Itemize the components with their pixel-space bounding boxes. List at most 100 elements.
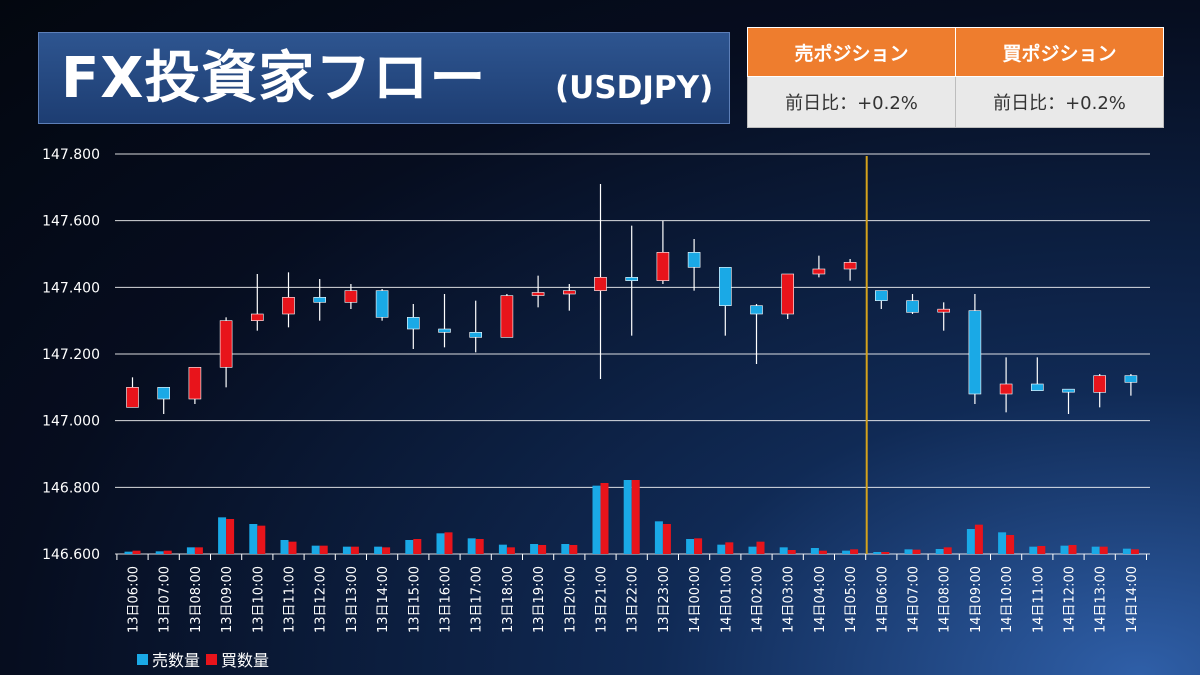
x-tick-label: 13日22:00 bbox=[626, 566, 641, 633]
candle-body-down bbox=[968, 310, 982, 395]
sell-volume-bar bbox=[405, 540, 414, 554]
candle-body-up bbox=[344, 290, 358, 303]
candle-body-up bbox=[999, 383, 1013, 395]
buy-volume-bar bbox=[319, 545, 328, 554]
candle-body-down bbox=[438, 328, 451, 333]
x-tick-label: 13日12:00 bbox=[314, 566, 329, 633]
sell-volume-bar bbox=[1060, 545, 1069, 554]
buy-volume-bar bbox=[1037, 546, 1046, 554]
candle-body-up bbox=[1093, 375, 1106, 393]
y-tick-label: 147.800 bbox=[42, 147, 100, 163]
x-tick-label: 14日12:00 bbox=[1063, 566, 1078, 633]
x-tick-label: 13日18:00 bbox=[501, 566, 516, 633]
x-tick-label: 13日20:00 bbox=[563, 566, 578, 633]
sell-volume-bar bbox=[654, 521, 663, 554]
candle-body-down bbox=[406, 317, 420, 330]
x-tick-label: 13日23:00 bbox=[657, 566, 672, 633]
x-tick-label: 13日21:00 bbox=[595, 566, 610, 633]
candle-body-up bbox=[188, 367, 202, 400]
candle-body-up bbox=[812, 268, 826, 275]
buy-volume-bar bbox=[912, 549, 921, 554]
sell-volume-bar bbox=[311, 545, 320, 554]
candle-body-down bbox=[625, 277, 639, 281]
candle-body-down bbox=[469, 332, 483, 338]
sell-volume-bar bbox=[342, 546, 351, 554]
sell-volume-bar bbox=[717, 544, 726, 554]
x-tick-label: 13日10:00 bbox=[251, 566, 266, 633]
buy-volume-bar bbox=[382, 547, 391, 554]
candle-body-down bbox=[313, 297, 327, 303]
volume-bars bbox=[124, 480, 1139, 554]
sell-volume-bar bbox=[592, 485, 601, 554]
sell-volume-bar bbox=[155, 551, 164, 554]
candle-body-up bbox=[594, 277, 607, 291]
buy-position-header: 買ポジション bbox=[955, 27, 1164, 77]
y-tick-label: 147.400 bbox=[42, 280, 100, 296]
sell-volume-bar bbox=[467, 538, 476, 554]
buy-legend-swatch bbox=[206, 653, 218, 665]
sell-legend-label: 売数量 bbox=[152, 651, 201, 670]
sell-volume-bar bbox=[748, 546, 757, 554]
currency-pair: (USDJPY) bbox=[555, 70, 714, 106]
buy-volume-bar bbox=[444, 532, 453, 554]
sell-volume-bar bbox=[779, 547, 788, 554]
x-tick-label: 13日07:00 bbox=[158, 566, 173, 633]
buy-volume-bar bbox=[1130, 549, 1139, 554]
sell-volume-bar bbox=[1029, 546, 1038, 554]
sell-volume-bar bbox=[904, 549, 913, 554]
y-tick-label: 147.000 bbox=[42, 414, 100, 430]
x-tick-label: 14日13:00 bbox=[1094, 566, 1109, 633]
candle-body-down bbox=[718, 267, 732, 306]
x-tick-label: 14日01:00 bbox=[719, 566, 734, 633]
buy-volume-bar bbox=[1006, 535, 1015, 554]
candle-body-down bbox=[687, 252, 701, 268]
buy-volume-bar bbox=[350, 546, 359, 554]
sell-volume-bar bbox=[280, 540, 289, 554]
y-tick-label: 147.200 bbox=[42, 347, 100, 363]
y-tick-label: 146.800 bbox=[42, 480, 100, 496]
buy-volume-bar bbox=[694, 538, 703, 554]
title-banner: FX投資家フロー (USDJPY) bbox=[38, 32, 730, 124]
x-tick-label: 14日02:00 bbox=[751, 566, 766, 633]
sell-position-header: 売ポジション bbox=[747, 27, 956, 77]
candle-body-up bbox=[843, 262, 857, 270]
candle-body-up bbox=[219, 320, 233, 368]
sell-volume-bar bbox=[966, 529, 975, 554]
x-tick-label: 14日08:00 bbox=[938, 566, 953, 633]
candle-body-up bbox=[251, 313, 264, 321]
x-tick-label: 14日14:00 bbox=[1125, 566, 1140, 633]
candle-body-down bbox=[375, 290, 389, 318]
x-tick-label: 14日10:00 bbox=[1000, 566, 1015, 633]
sell-volume-bar bbox=[498, 544, 507, 554]
x-tick-label: 14日09:00 bbox=[969, 566, 984, 633]
buy-volume-bar bbox=[600, 483, 609, 554]
buy-volume-bar bbox=[132, 550, 141, 554]
x-tick-label: 14日04:00 bbox=[813, 566, 828, 633]
x-tick-label: 14日05:00 bbox=[844, 566, 859, 633]
candle-body-down bbox=[157, 387, 170, 400]
sell-volume-bar bbox=[249, 524, 258, 554]
candle-body-up bbox=[937, 308, 951, 313]
candle-body-up bbox=[531, 292, 545, 296]
buy-volume-bar bbox=[475, 539, 484, 554]
sell-volume-bar bbox=[1122, 548, 1131, 554]
buy-volume-bar bbox=[974, 524, 983, 554]
sell-volume-bar bbox=[842, 550, 851, 554]
candle-body-up bbox=[126, 387, 139, 408]
buy-volume-bar bbox=[413, 539, 422, 554]
candles bbox=[126, 184, 1138, 414]
candle-body-down bbox=[750, 305, 763, 315]
x-tick-label: 13日11:00 bbox=[283, 566, 298, 633]
sell-volume-bar bbox=[374, 546, 383, 554]
x-tick-label: 14日00:00 bbox=[688, 566, 703, 633]
buy-volume-bar bbox=[787, 550, 796, 554]
x-tick-label: 13日17:00 bbox=[470, 566, 485, 633]
x-tick-label: 14日03:00 bbox=[782, 566, 797, 633]
candle-body-down bbox=[1062, 388, 1075, 393]
sell-volume-bar bbox=[124, 551, 133, 554]
x-tick-label: 13日06:00 bbox=[127, 566, 142, 633]
x-tick-label: 13日08:00 bbox=[189, 566, 204, 633]
x-tick-label: 13日19:00 bbox=[532, 566, 547, 633]
candle-body-down bbox=[874, 290, 888, 301]
